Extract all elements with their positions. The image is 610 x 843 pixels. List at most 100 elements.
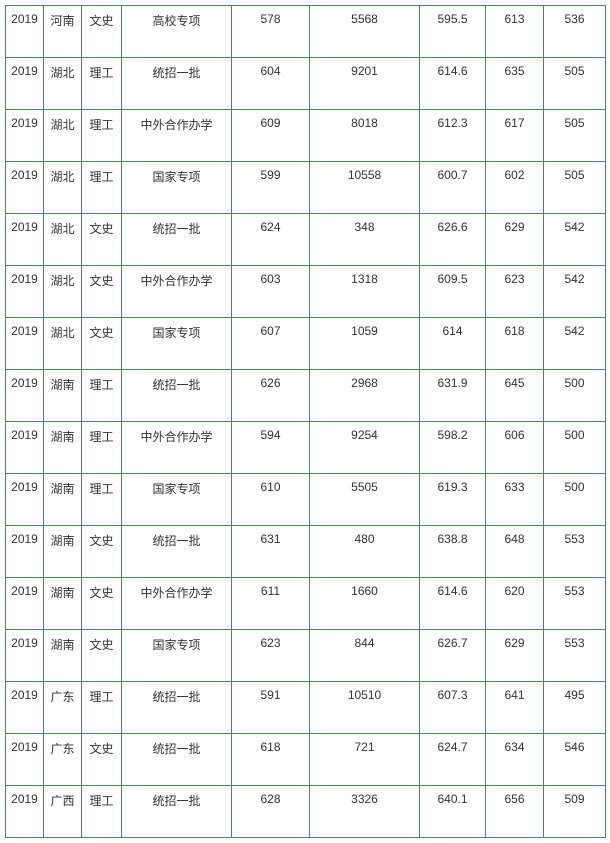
table-cell: 638.8 [420, 526, 486, 578]
table-cell: 495 [544, 682, 606, 734]
table-cell: 591 [232, 682, 310, 734]
table-cell: 609 [232, 110, 310, 162]
table-cell: 湖南 [44, 474, 82, 526]
table-cell: 633 [486, 474, 544, 526]
table-cell: 620 [486, 578, 544, 630]
table-cell: 609.5 [420, 266, 486, 318]
table-cell: 602 [486, 162, 544, 214]
table-cell: 844 [310, 630, 420, 682]
table-cell: 文史 [82, 6, 122, 58]
table-cell: 603 [232, 266, 310, 318]
table-cell: 624.7 [420, 734, 486, 786]
table-cell: 619.3 [420, 474, 486, 526]
table-cell: 631.9 [420, 370, 486, 422]
table-cell: 统招一批 [122, 214, 232, 266]
table-cell: 国家专项 [122, 318, 232, 370]
table-cell: 629 [486, 630, 544, 682]
table-cell: 2019 [6, 474, 44, 526]
table-cell: 10510 [310, 682, 420, 734]
table-cell: 606 [486, 422, 544, 474]
table-cell: 648 [486, 526, 544, 578]
table-cell: 500 [544, 422, 606, 474]
table-cell: 1660 [310, 578, 420, 630]
table-cell: 统招一批 [122, 682, 232, 734]
table-row: 2019河南文史高校专项5785568595.5613536 [6, 6, 606, 58]
table-cell: 598.2 [420, 422, 486, 474]
table-row: 2019湖南文史国家专项623844626.7629553 [6, 630, 606, 682]
table-cell: 5568 [310, 6, 420, 58]
table-cell: 505 [544, 58, 606, 110]
table-cell: 9254 [310, 422, 420, 474]
table-cell: 湖北 [44, 266, 82, 318]
table-cell: 文史 [82, 318, 122, 370]
table-cell: 629 [486, 214, 544, 266]
table-cell: 2968 [310, 370, 420, 422]
table-cell: 8018 [310, 110, 420, 162]
table-cell: 626 [232, 370, 310, 422]
table-cell: 2019 [6, 370, 44, 422]
table-cell: 553 [544, 578, 606, 630]
table-row: 2019湖南文史统招一批631480638.8648553 [6, 526, 606, 578]
table-cell: 理工 [82, 422, 122, 474]
table-cell: 2019 [6, 734, 44, 786]
table-cell: 607.3 [420, 682, 486, 734]
table-cell: 594 [232, 422, 310, 474]
table-cell: 578 [232, 6, 310, 58]
table-cell: 542 [544, 214, 606, 266]
table-cell: 3326 [310, 786, 420, 838]
table-cell: 2019 [6, 214, 44, 266]
table-cell: 624 [232, 214, 310, 266]
table-row: 2019湖北文史统招一批624348626.6629542 [6, 214, 606, 266]
table-cell: 湖北 [44, 318, 82, 370]
table-cell: 统招一批 [122, 370, 232, 422]
table-cell: 理工 [82, 786, 122, 838]
table-cell: 553 [544, 630, 606, 682]
table-cell: 546 [544, 734, 606, 786]
table-cell: 542 [544, 318, 606, 370]
table-cell: 614.6 [420, 58, 486, 110]
table-cell: 文史 [82, 578, 122, 630]
table-cell: 553 [544, 526, 606, 578]
table-cell: 618 [232, 734, 310, 786]
table-cell: 理工 [82, 110, 122, 162]
table-cell: 599 [232, 162, 310, 214]
table-cell: 2019 [6, 58, 44, 110]
table-cell: 广东 [44, 682, 82, 734]
table-cell: 中外合作办学 [122, 110, 232, 162]
table-cell: 中外合作办学 [122, 266, 232, 318]
table-row: 2019广东理工统招一批59110510607.3641495 [6, 682, 606, 734]
table-cell: 610 [232, 474, 310, 526]
table-cell: 604 [232, 58, 310, 110]
table-cell: 文史 [82, 630, 122, 682]
table-cell: 文史 [82, 526, 122, 578]
table-cell: 613 [486, 6, 544, 58]
table-cell: 湖北 [44, 162, 82, 214]
table-cell: 中外合作办学 [122, 422, 232, 474]
table-cell: 湖南 [44, 578, 82, 630]
table-row: 2019湖北理工中外合作办学6098018612.3617505 [6, 110, 606, 162]
table-cell: 理工 [82, 58, 122, 110]
table-cell: 9201 [310, 58, 420, 110]
table-cell: 611 [232, 578, 310, 630]
table-cell: 640.1 [420, 786, 486, 838]
table-cell: 614.6 [420, 578, 486, 630]
table-row: 2019湖南文史中外合作办学6111660614.6620553 [6, 578, 606, 630]
table-cell: 统招一批 [122, 734, 232, 786]
table-cell: 607 [232, 318, 310, 370]
table-cell: 536 [544, 6, 606, 58]
table-cell: 统招一批 [122, 526, 232, 578]
table-cell: 2019 [6, 682, 44, 734]
table-cell: 617 [486, 110, 544, 162]
table-cell: 湖南 [44, 370, 82, 422]
table-cell: 721 [310, 734, 420, 786]
table-cell: 10558 [310, 162, 420, 214]
table-cell: 480 [310, 526, 420, 578]
table-cell: 500 [544, 474, 606, 526]
table-row: 2019湖北理工国家专项59910558600.7602505 [6, 162, 606, 214]
table-cell: 2019 [6, 162, 44, 214]
table-cell: 湖北 [44, 110, 82, 162]
table-cell: 中外合作办学 [122, 578, 232, 630]
table-cell: 1318 [310, 266, 420, 318]
table-cell: 湖北 [44, 58, 82, 110]
table-cell: 505 [544, 162, 606, 214]
